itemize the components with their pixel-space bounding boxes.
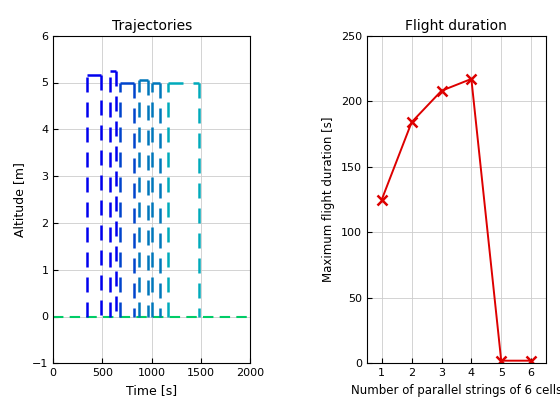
- Title: Trajectories: Trajectories: [111, 19, 192, 33]
- Y-axis label: Maximum flight duration [s]: Maximum flight duration [s]: [323, 117, 335, 282]
- X-axis label: Number of parallel strings of 6 cells: Number of parallel strings of 6 cells: [351, 384, 560, 397]
- Y-axis label: Altitude [m]: Altitude [m]: [13, 162, 26, 237]
- Title: Flight duration: Flight duration: [405, 19, 507, 33]
- X-axis label: Time [s]: Time [s]: [126, 384, 178, 397]
